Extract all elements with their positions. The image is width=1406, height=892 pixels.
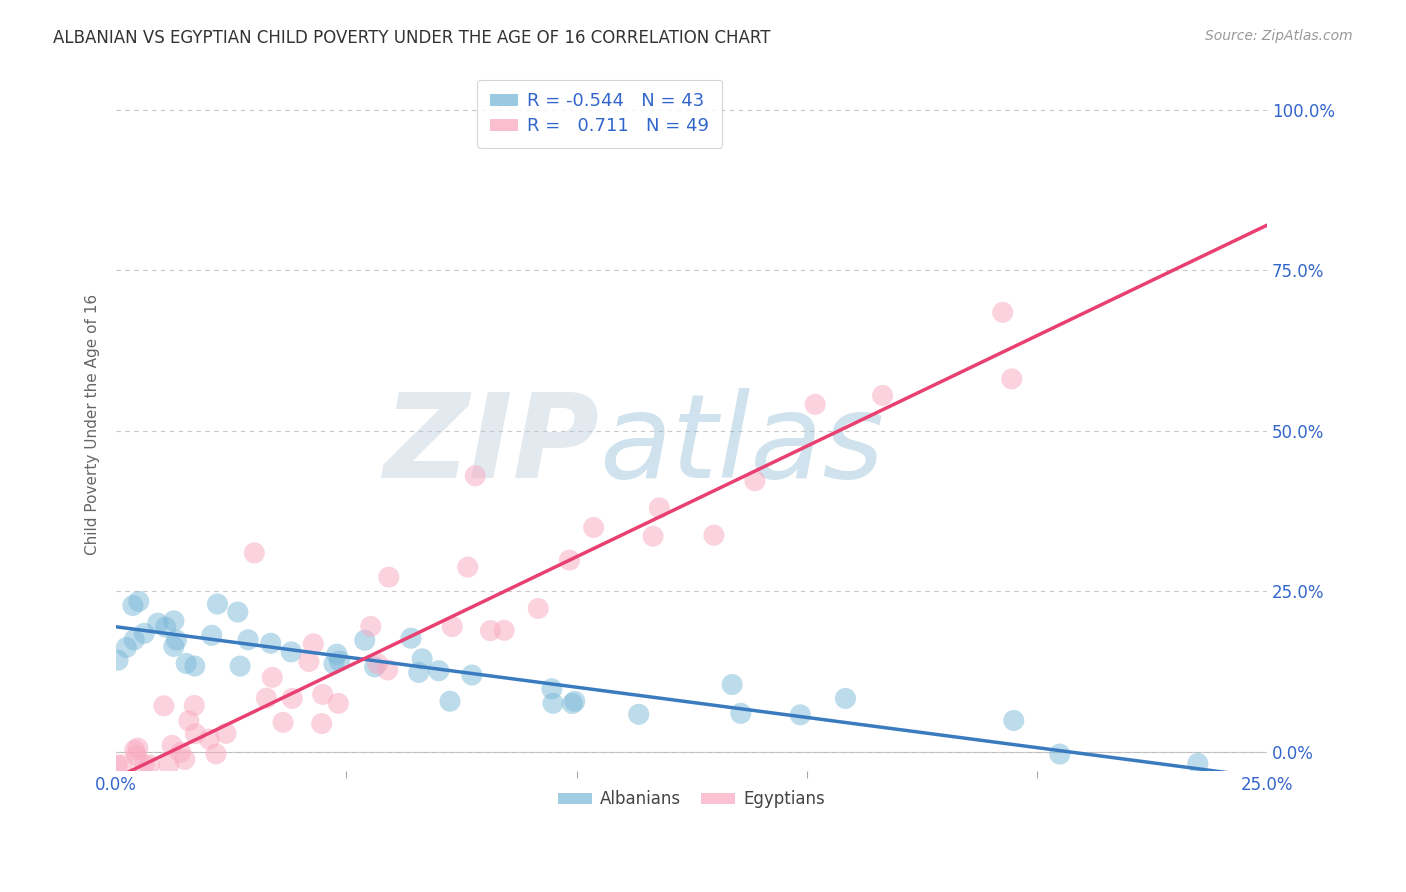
Point — [648, 500, 671, 515]
Point — [312, 687, 335, 701]
Point — [322, 657, 344, 671]
Point — [1187, 756, 1209, 771]
Point — [115, 640, 138, 655]
Point — [441, 620, 464, 634]
Point — [215, 726, 238, 740]
Point — [360, 619, 382, 633]
Point — [198, 732, 221, 747]
Point — [541, 696, 564, 710]
Point — [146, 616, 169, 631]
Point — [461, 668, 484, 682]
Point — [254, 691, 277, 706]
Point — [111, 758, 134, 772]
Point — [205, 747, 228, 761]
Point — [326, 647, 349, 661]
Point — [564, 694, 586, 708]
Point — [173, 752, 195, 766]
Point — [789, 707, 811, 722]
Point — [174, 657, 197, 671]
Point — [1002, 714, 1025, 728]
Point — [561, 697, 583, 711]
Point — [527, 601, 550, 615]
Point — [730, 706, 752, 721]
Point — [166, 632, 188, 647]
Point — [328, 697, 350, 711]
Point — [427, 664, 450, 678]
Text: Source: ZipAtlas.com: Source: ZipAtlas.com — [1205, 29, 1353, 43]
Point — [1049, 747, 1071, 761]
Point — [271, 715, 294, 730]
Point — [184, 726, 207, 740]
Point — [464, 468, 486, 483]
Point — [494, 624, 516, 638]
Point — [311, 716, 333, 731]
Point — [558, 553, 581, 567]
Point — [479, 624, 502, 638]
Point — [582, 520, 605, 534]
Point — [703, 528, 725, 542]
Point — [411, 652, 433, 666]
Point — [377, 663, 399, 677]
Legend: Albanians, Egyptians: Albanians, Egyptians — [551, 784, 831, 815]
Point — [124, 743, 146, 757]
Point — [641, 529, 664, 543]
Y-axis label: Child Poverty Under the Age of 16: Child Poverty Under the Age of 16 — [86, 293, 100, 555]
Point — [122, 599, 145, 613]
Point — [1001, 372, 1024, 386]
Point — [157, 758, 180, 772]
Point — [128, 594, 150, 608]
Point — [439, 694, 461, 708]
Point — [132, 758, 155, 772]
Point — [408, 665, 430, 680]
Point — [122, 632, 145, 647]
Point — [155, 620, 177, 634]
Point — [105, 758, 128, 772]
Point — [457, 560, 479, 574]
Point — [107, 653, 129, 667]
Point — [207, 597, 229, 611]
Point — [183, 698, 205, 713]
Point — [226, 605, 249, 619]
Point — [127, 741, 149, 756]
Point — [163, 640, 186, 654]
Point — [627, 707, 650, 722]
Point — [160, 739, 183, 753]
Point — [125, 748, 148, 763]
Text: ZIP: ZIP — [384, 388, 599, 503]
Point — [328, 654, 350, 668]
Point — [367, 657, 389, 671]
Point — [721, 677, 744, 691]
Point — [363, 660, 385, 674]
Point — [243, 546, 266, 560]
Point — [170, 745, 193, 759]
Point — [378, 570, 401, 584]
Point — [201, 628, 224, 642]
Point — [302, 637, 325, 651]
Point — [834, 691, 856, 706]
Point — [298, 655, 321, 669]
Point — [138, 758, 160, 772]
Point — [184, 659, 207, 673]
Point — [153, 698, 176, 713]
Point — [399, 631, 422, 645]
Point — [134, 626, 156, 640]
Point — [163, 614, 186, 628]
Point — [991, 305, 1014, 319]
Point — [804, 397, 827, 411]
Point — [281, 691, 304, 706]
Point — [262, 670, 284, 684]
Point — [872, 388, 894, 402]
Text: ALBANIAN VS EGYPTIAN CHILD POVERTY UNDER THE AGE OF 16 CORRELATION CHART: ALBANIAN VS EGYPTIAN CHILD POVERTY UNDER… — [53, 29, 770, 46]
Point — [260, 636, 283, 650]
Point — [236, 632, 259, 647]
Text: atlas: atlas — [599, 388, 884, 502]
Point — [229, 659, 252, 673]
Point — [353, 633, 375, 648]
Point — [744, 474, 766, 488]
Point — [177, 714, 200, 728]
Point — [280, 645, 302, 659]
Point — [540, 681, 562, 696]
